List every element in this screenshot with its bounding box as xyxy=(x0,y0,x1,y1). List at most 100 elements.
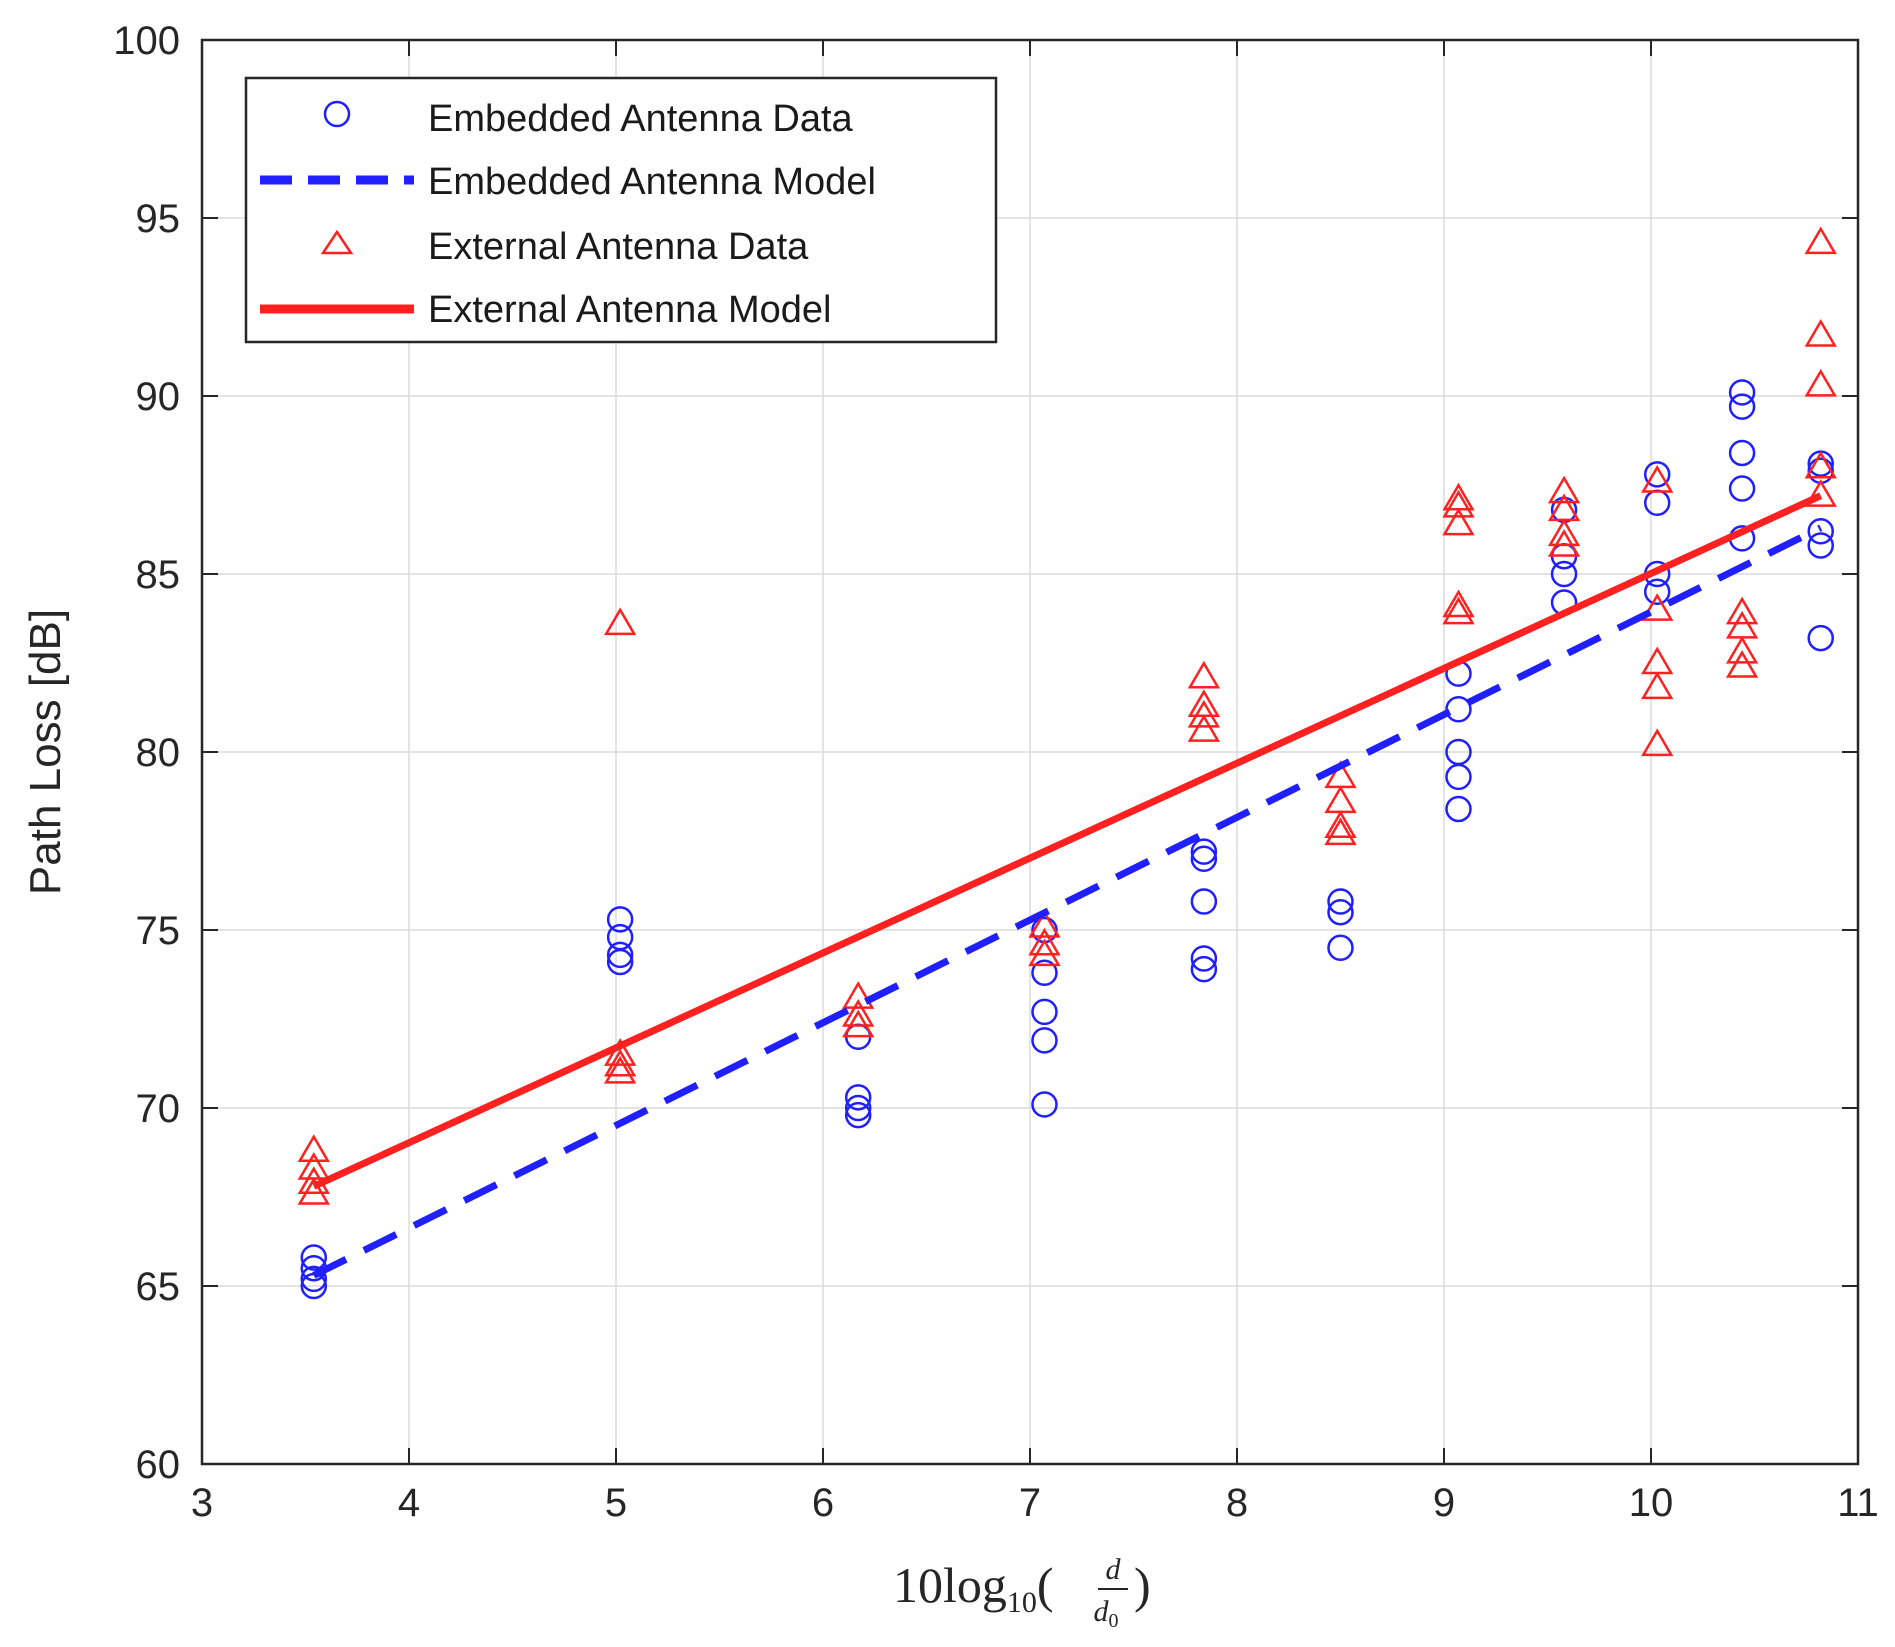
y-tick-label: 85 xyxy=(136,553,181,597)
data-point-circle xyxy=(1445,696,1472,723)
y-axis-label: Path Loss [dB] xyxy=(21,609,70,895)
data-point-triangle xyxy=(1725,596,1759,625)
x-label-numerator: d xyxy=(1106,1553,1122,1586)
data-point-triangle xyxy=(1641,728,1674,757)
data-point-circle xyxy=(1445,795,1472,823)
svg-text:10log10(: 10log10( xyxy=(893,1557,1054,1619)
data-point-circle xyxy=(606,948,634,976)
data-point-circle xyxy=(1190,955,1218,983)
data-point-triangle xyxy=(1442,596,1475,625)
y-tick-label: 80 xyxy=(136,731,181,775)
data-point-triangle xyxy=(842,981,875,1009)
x-label-denominator: d xyxy=(1094,1595,1110,1628)
data-point-circle xyxy=(844,1094,872,1122)
data-point-circle xyxy=(844,1084,872,1111)
y-tick-label: 95 xyxy=(136,197,181,241)
data-point-triangle xyxy=(1641,671,1674,700)
y-tick-label: 90 xyxy=(136,375,181,419)
data-point-triangle xyxy=(1725,650,1759,678)
y-tick-label: 100 xyxy=(113,19,180,63)
data-point-triangle xyxy=(1028,938,1061,967)
x-tick-label: 9 xyxy=(1433,1481,1455,1525)
data-point-triangle xyxy=(297,1176,330,1205)
data-point-triangle xyxy=(1028,909,1061,938)
data-point-circle xyxy=(1327,898,1354,926)
y-tick-label: 75 xyxy=(136,909,181,953)
data-point-circle xyxy=(1190,888,1218,915)
data-point-circle xyxy=(1643,578,1671,606)
data-point-circle xyxy=(300,1265,328,1293)
data-point-triangle xyxy=(1187,699,1221,728)
data-point-triangle xyxy=(1547,475,1581,504)
data-point-circle xyxy=(844,1101,872,1129)
legend-box xyxy=(244,76,998,344)
legend-item-external-data: External Antenna Data xyxy=(320,226,809,268)
y-tick-labels: 60 65 70 75 80 85 90 95 100 xyxy=(113,19,180,1487)
series-embedded-antenna-model xyxy=(312,524,1823,1279)
data-point-triangle xyxy=(1442,589,1475,618)
data-point-circle xyxy=(606,906,634,933)
legend-label-embedded-model: Embedded Antenna Model xyxy=(428,161,876,203)
data-point-circle xyxy=(1728,439,1756,467)
x-tick-label: 10 xyxy=(1629,1481,1674,1525)
data-point-triangle xyxy=(1804,368,1837,397)
x-label-log-subscript: 10 xyxy=(1007,1586,1037,1619)
data-point-triangle xyxy=(1804,450,1837,479)
data-point-circle xyxy=(1031,1091,1058,1118)
data-point-triangle xyxy=(1641,464,1674,493)
x-tick-label: 6 xyxy=(812,1481,834,1525)
y-tick-label: 70 xyxy=(136,1087,181,1131)
data-point-circle xyxy=(1728,475,1756,502)
data-point-triangle xyxy=(1547,529,1581,557)
data-point-triangle xyxy=(1547,518,1581,547)
x-tick-label: 4 xyxy=(398,1481,420,1525)
x-tick-label: 3 xyxy=(191,1481,213,1525)
series-embedded-antenna-data xyxy=(300,379,1834,1300)
data-point-triangle xyxy=(1187,660,1221,689)
x-label-base: 10log xyxy=(893,1557,1007,1613)
data-point-circle xyxy=(1728,393,1756,420)
data-point-circle xyxy=(1807,624,1834,652)
data-point-triangle xyxy=(1187,714,1221,742)
data-point-triangle xyxy=(603,1055,637,1084)
data-point-triangle xyxy=(1804,318,1837,347)
x-tick-label: 7 xyxy=(1019,1481,1041,1525)
data-point-triangle xyxy=(842,998,875,1027)
data-point-triangle xyxy=(1442,489,1475,518)
data-point-circle xyxy=(1327,888,1354,915)
legend-label-external-model: External Antenna Model xyxy=(428,289,832,331)
data-point-circle xyxy=(1190,945,1218,972)
data-point-circle xyxy=(1031,959,1058,986)
data-point-triangle xyxy=(1324,810,1357,839)
data-point-triangle xyxy=(1641,593,1674,621)
data-point-triangle xyxy=(603,607,637,636)
data-point-circle xyxy=(1807,518,1834,545)
data-point-triangle xyxy=(297,1134,330,1162)
data-point-circle xyxy=(1031,998,1058,1026)
x-tick-labels: 3 4 5 6 7 8 9 10 11 xyxy=(191,1481,1879,1525)
data-point-triangle xyxy=(603,1048,637,1077)
legend-item-external-model: External Antenna Model xyxy=(260,289,832,331)
x-label-close-paren: ) xyxy=(1134,1557,1151,1613)
grid-lines xyxy=(201,39,1859,1465)
legend-triangle-marker xyxy=(320,229,354,255)
data-point-circle xyxy=(1031,1027,1058,1054)
series-external-antenna-model xyxy=(312,492,1823,1190)
data-point-triangle xyxy=(1324,817,1357,846)
data-point-circle xyxy=(1445,763,1472,791)
data-point-triangle xyxy=(1725,635,1759,664)
data-point-circle xyxy=(1643,461,1671,488)
data-point-triangle xyxy=(1442,507,1475,536)
data-point-triangle xyxy=(1804,226,1837,255)
x-label-denominator-subscript: 0 xyxy=(1109,1610,1119,1632)
data-point-circle xyxy=(1327,934,1354,962)
data-point-circle xyxy=(1190,838,1218,865)
data-point-circle xyxy=(606,941,634,969)
svg-text:d0: d0 xyxy=(1094,1595,1119,1632)
data-point-triangle xyxy=(1028,927,1061,956)
model-line xyxy=(312,524,1823,1279)
data-point-circle xyxy=(1807,532,1834,559)
legend: Embedded Antenna Data Embedded Antenna M… xyxy=(244,76,998,344)
legend-item-embedded-data: Embedded Antenna Data xyxy=(323,98,854,140)
